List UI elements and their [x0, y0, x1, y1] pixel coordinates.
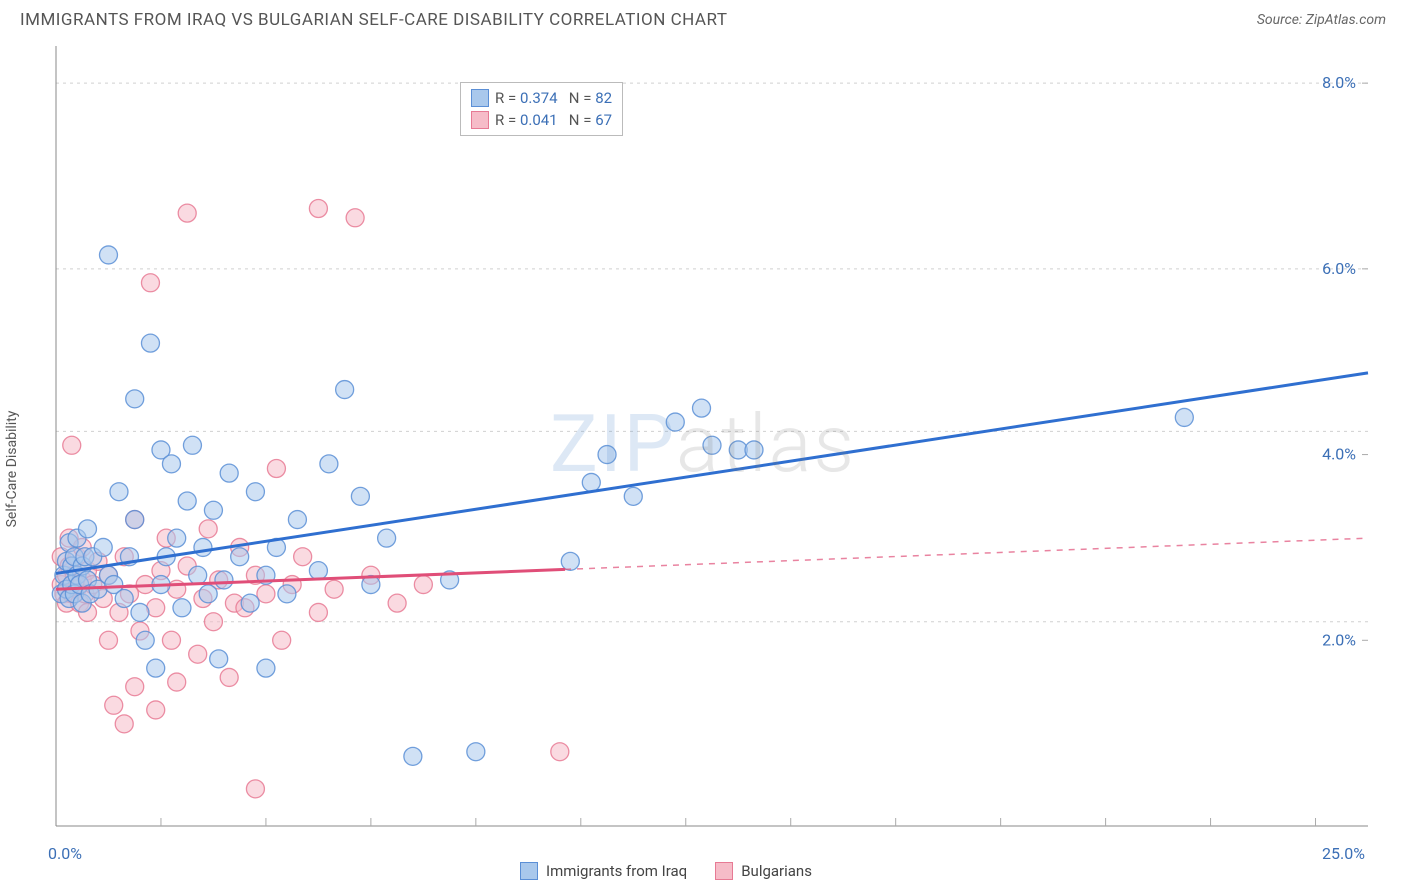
legend-swatch — [715, 862, 733, 880]
scatter-chart: 2.0% 4.0% 6.0% 8.0% — [0, 36, 1406, 886]
legend-label: Immigrants from Iraq — [546, 862, 687, 880]
legend-swatch — [520, 862, 538, 880]
source-label: Source: ZipAtlas.com — [1257, 12, 1386, 28]
y-axis-label: Self-Care Disability — [4, 411, 20, 528]
correlation-legend: R = 0.374 N = 82 R = 0.041 N = 67 — [460, 82, 623, 136]
legend-stats: R = 0.374 N = 82 — [495, 89, 612, 107]
svg-text:8.0%: 8.0% — [1322, 73, 1356, 92]
legend-stats: R = 0.041 N = 67 — [495, 111, 612, 129]
series-legend: Immigrants from Iraq Bulgarians — [520, 862, 812, 880]
legend-swatch — [471, 89, 489, 107]
legend-item: Immigrants from Iraq — [520, 862, 687, 880]
chart-container: Self-Care Disability ZIPatlas 2.0%4.0%6.… — [0, 36, 1406, 886]
x-axis-min-label: 0.0% — [48, 844, 82, 863]
chart-title: IMMIGRANTS FROM IRAQ VS BULGARIAN SELF-C… — [20, 10, 727, 30]
legend-row: R = 0.041 N = 67 — [471, 109, 612, 131]
legend-item: Bulgarians — [715, 862, 812, 880]
svg-text:4.0%: 4.0% — [1322, 445, 1356, 464]
legend-row: R = 0.374 N = 82 — [471, 87, 612, 109]
x-axis-max-label: 25.0% — [1322, 844, 1365, 863]
legend-swatch — [471, 111, 489, 129]
svg-text:6.0%: 6.0% — [1322, 259, 1356, 278]
svg-text:2.0%: 2.0% — [1322, 630, 1356, 649]
legend-label: Bulgarians — [741, 862, 812, 880]
